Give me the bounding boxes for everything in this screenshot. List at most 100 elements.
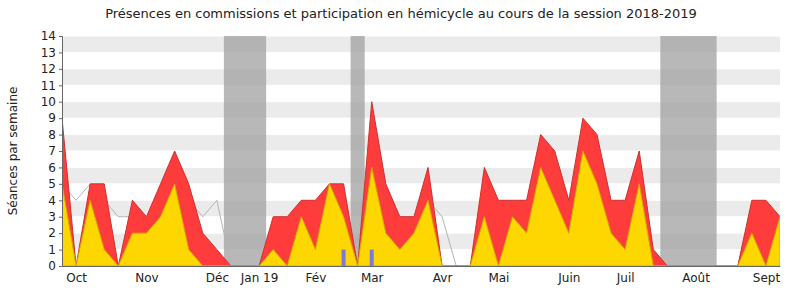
bar: [299, 266, 303, 267]
tick-label: Juin: [557, 271, 580, 285]
tick-mark: [59, 135, 62, 136]
tick-label: 9: [48, 111, 56, 125]
tick: 8: [48, 128, 62, 142]
tick: Fév: [306, 266, 327, 285]
tick-label: 0: [48, 259, 56, 273]
tick-label: 8: [48, 128, 56, 142]
tick: Juil: [616, 266, 635, 285]
bar: [412, 266, 416, 267]
y-axis: 01234567891011121314: [41, 29, 63, 273]
tick: 4: [48, 194, 62, 208]
tick-label: 2: [48, 226, 56, 240]
bar: [130, 266, 134, 267]
shaded-period: [224, 36, 266, 266]
tick-mark: [59, 69, 62, 70]
bar: [623, 266, 627, 267]
bar: [102, 266, 106, 267]
bar: [595, 266, 599, 267]
bar: [187, 266, 191, 267]
tick-label: 12: [41, 62, 56, 76]
tick: 7: [48, 144, 62, 158]
bar: [567, 266, 571, 267]
bar: [313, 266, 317, 267]
tick-label: Août: [682, 271, 710, 285]
bar: [342, 250, 346, 266]
bar: [637, 266, 641, 267]
tick-label: Mar: [361, 271, 384, 285]
bar: [482, 266, 486, 267]
tick-mark: [59, 118, 62, 119]
chart: 01234567891011121314OctNovDécJan 19FévMa…: [0, 0, 790, 300]
bar: [173, 266, 177, 267]
tick-mark: [59, 217, 62, 218]
bar: [553, 266, 557, 267]
bar: [440, 266, 444, 267]
bar: [426, 266, 430, 267]
tick-label: Mai: [488, 271, 509, 285]
tick-mark: [59, 85, 62, 86]
tick: Oct: [66, 266, 87, 285]
tick: Juin: [557, 266, 580, 285]
tick-label: Oct: [66, 271, 87, 285]
bar: [525, 266, 529, 267]
bar: [454, 266, 458, 267]
tick: Mar: [361, 266, 384, 285]
tick-label: 3: [48, 210, 56, 224]
tick: 10: [41, 95, 62, 109]
bar: [257, 266, 261, 267]
tick-mark: [59, 52, 62, 53]
bar: [539, 266, 543, 267]
tick-mark: [59, 233, 62, 234]
grid: [62, 36, 780, 266]
bar: [74, 266, 78, 267]
bar: [665, 266, 669, 267]
bar: [750, 266, 754, 267]
bar: [398, 266, 402, 267]
bar: [370, 250, 374, 266]
tick-label: 13: [41, 46, 56, 60]
bar: [764, 266, 768, 267]
tick-mark: [59, 102, 62, 103]
title: Présences en commissions et participatio…: [105, 6, 697, 21]
bar: [271, 266, 275, 267]
axis-title: Séances par semaine: [6, 87, 20, 216]
tick-label: 4: [48, 194, 56, 208]
plot-area: [62, 36, 780, 266]
tick: Sept: [753, 266, 781, 285]
bar: [511, 266, 515, 267]
bar: [159, 266, 163, 267]
tick-label: Juil: [616, 271, 635, 285]
tick-label: Jan 19: [240, 271, 279, 285]
bar: [243, 266, 247, 267]
bar: [496, 266, 500, 267]
tick-mark: [59, 167, 62, 168]
tick-label: 5: [48, 177, 56, 191]
tick-mark: [59, 266, 62, 267]
tick-label: 11: [41, 79, 56, 93]
bar: [651, 266, 655, 267]
tick: 9: [48, 111, 62, 125]
tick: 11: [41, 79, 62, 93]
bar: [609, 266, 613, 267]
bar: [215, 266, 219, 267]
tick-mark: [59, 200, 62, 201]
tick: Déc: [206, 266, 229, 285]
tick: 2: [48, 226, 62, 240]
bar: [722, 266, 726, 267]
tick-mark: [59, 250, 62, 251]
tick: 6: [48, 161, 62, 175]
axis-line: [59, 37, 63, 267]
bar: [736, 266, 740, 267]
tick-label: Déc: [206, 271, 229, 285]
tick-label: Nov: [135, 271, 158, 285]
bar: [285, 266, 289, 267]
tick: Mai: [488, 266, 509, 285]
bar: [201, 266, 205, 267]
bar: [468, 266, 472, 267]
tick: 12: [41, 62, 62, 76]
tick-label: 7: [48, 144, 56, 158]
bar: [229, 266, 233, 267]
bar: [708, 266, 712, 267]
bar: [778, 266, 780, 267]
tick-label: Fév: [306, 271, 327, 285]
